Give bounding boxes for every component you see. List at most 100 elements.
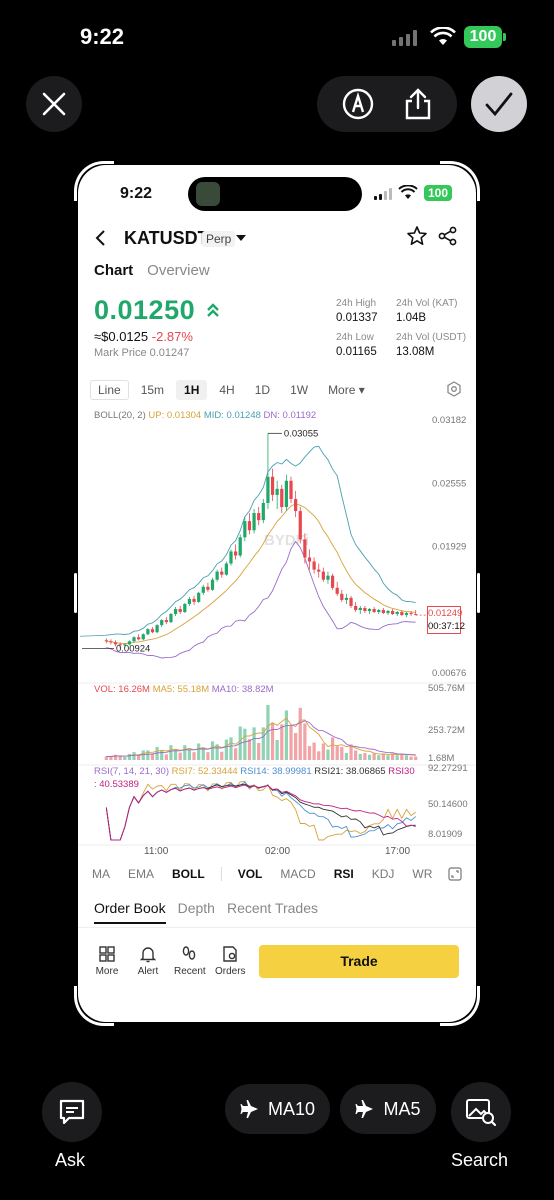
tab-order-book[interactable]: Order Book: [94, 900, 166, 924]
tab-depth[interactable]: Depth: [177, 900, 215, 916]
interval-line[interactable]: Line: [90, 380, 129, 400]
volume-bar: [303, 723, 307, 760]
candle-body: [132, 637, 136, 642]
interval-4h[interactable]: 4H: [219, 383, 235, 397]
volume-bar: [284, 710, 289, 760]
candle-body: [275, 488, 279, 495]
chevron-down-icon[interactable]: [236, 235, 246, 241]
candle-body: [146, 629, 150, 635]
orders-button[interactable]: Orders: [215, 945, 246, 977]
share-icon[interactable]: [403, 87, 433, 121]
time-axis-label: 02:00: [265, 846, 290, 855]
search-label: Search: [451, 1150, 509, 1170]
volume-axis-label: 505.76M: [428, 683, 465, 694]
markup-pen-icon[interactable]: [341, 87, 375, 121]
indicator-ma[interactable]: MA: [92, 867, 110, 881]
candle-body: [178, 608, 182, 613]
interval-1h[interactable]: 1H: [176, 380, 208, 400]
crop-handle[interactable]: [477, 573, 480, 613]
candle-body: [400, 612, 404, 616]
close-button[interactable]: [26, 76, 82, 132]
volume-bar: [201, 747, 205, 760]
volume-axis-label: 253.72M: [428, 725, 465, 736]
volume-bar: [404, 755, 409, 760]
image-search-icon: [466, 1099, 497, 1127]
rsi30-value: : 40.53389: [94, 779, 139, 790]
indicator-wr[interactable]: WR: [412, 867, 433, 881]
candle-body: [150, 629, 155, 633]
indicator-ema[interactable]: EMA: [128, 867, 155, 881]
tab-recent-trades[interactable]: Recent Trades: [226, 900, 319, 916]
interval-15m[interactable]: 15m: [140, 383, 165, 397]
indicator-kdj[interactable]: KDJ: [371, 867, 395, 881]
fullscreen-icon[interactable]: [448, 867, 462, 881]
candle-body: [123, 644, 127, 646]
volume-bar: [326, 749, 330, 760]
candle-body: [261, 502, 265, 521]
app-time: 9:22: [120, 185, 153, 202]
suggestion-ma5-button[interactable]: MA5: [340, 1084, 436, 1134]
rsi-legend: RSI(7, 14, 21, 30) RSI7: 52.33444 RSI14:…: [94, 765, 424, 791]
volume-bar: [187, 749, 192, 760]
candle-body: [289, 480, 293, 499]
trade-button[interactable]: Trade: [259, 945, 459, 978]
high-price-label: 0.03055: [284, 428, 318, 439]
crop-corner[interactable]: [74, 161, 114, 201]
ma5-label: MA5: [383, 1098, 421, 1119]
volume-bar: [330, 737, 335, 760]
boll-mid: MID: 0.01248: [203, 410, 261, 421]
close-icon: [42, 92, 66, 116]
chart-settings-icon[interactable]: [446, 381, 462, 397]
volume-bar: [160, 749, 164, 760]
volume-bar: [169, 745, 173, 760]
interval-1d[interactable]: 1D: [254, 383, 271, 397]
crop-corner[interactable]: [440, 161, 480, 201]
share-icon[interactable]: [438, 226, 458, 246]
interval-1w[interactable]: 1W: [290, 383, 309, 397]
volume-bar: [349, 744, 353, 760]
vol-legend: VOL: 16.26M MA5: 55.18M MA10: 38.82M: [94, 684, 274, 695]
price-chart[interactable]: BYDFi 0.03182 0.02555 0.01929 0.00676 0.03055…: [78, 405, 476, 855]
volume-bar: [414, 756, 418, 760]
indicator-boll[interactable]: BOLL: [172, 867, 205, 881]
markup-tools: [317, 76, 457, 132]
tab-chart[interactable]: Chart: [94, 262, 134, 279]
suggestion-ma10-button[interactable]: MA10: [225, 1084, 330, 1134]
volume-bar: [409, 756, 413, 760]
recent-button[interactable]: Recent: [174, 945, 206, 977]
last-price: 0.01250: [94, 295, 196, 325]
volume-bar: [164, 754, 168, 760]
tab-overview[interactable]: Overview: [147, 262, 210, 279]
crop-handle[interactable]: [74, 573, 77, 613]
pair-title[interactable]: KATUSDT: [124, 228, 209, 248]
candle-body: [303, 539, 307, 558]
stat-24h-low: 24h Low 0.01165: [336, 332, 377, 358]
rsi-21-line: [105, 783, 416, 841]
indicator-macd[interactable]: MACD: [280, 867, 316, 881]
back-icon[interactable]: [94, 229, 106, 247]
candle-body: [169, 614, 173, 623]
rsi-axis-label: 92.27291: [428, 763, 468, 774]
alert-button[interactable]: Alert: [133, 945, 163, 977]
stat-24h-vol-usdt: 24h Vol (USDT) 13.08M: [396, 332, 466, 358]
indicator-vol[interactable]: VOL: [237, 867, 263, 881]
visual-search-button[interactable]: [451, 1082, 511, 1142]
indicator-rsi[interactable]: RSI: [333, 867, 354, 881]
crop-corner[interactable]: [74, 986, 114, 1026]
volume-bar: [312, 742, 316, 760]
time-axis-label: 17:00: [385, 846, 410, 855]
volume-bar: [123, 756, 127, 760]
cellular-signal-icon: [374, 188, 392, 200]
candle-body: [395, 612, 399, 615]
ask-button[interactable]: [42, 1082, 102, 1142]
volume-bar: [335, 746, 339, 760]
volume-axis-label: 1.68M: [428, 753, 454, 764]
done-button[interactable]: [471, 76, 527, 132]
candle-body: [229, 551, 233, 564]
volume-bar: [381, 753, 385, 760]
interval-more[interactable]: More ▾: [328, 383, 365, 397]
boll-dn: DN: 0.01192: [263, 410, 317, 421]
volume-bar: [367, 754, 372, 760]
favorite-star-icon[interactable]: [406, 225, 428, 247]
more-button[interactable]: More: [92, 945, 122, 977]
